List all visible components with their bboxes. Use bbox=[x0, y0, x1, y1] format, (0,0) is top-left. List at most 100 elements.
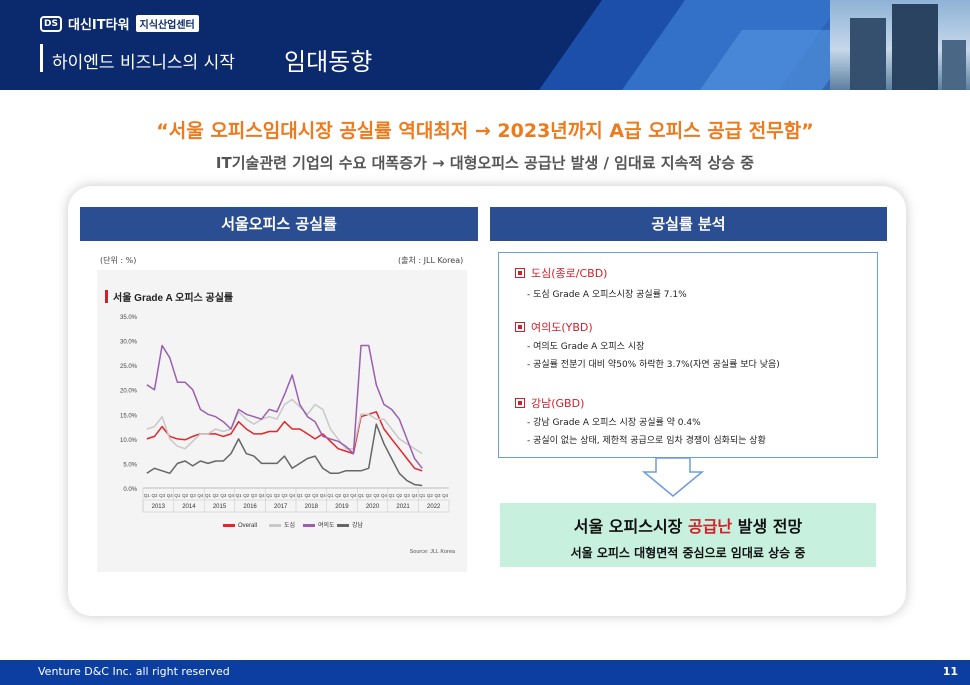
series-line-여의도 bbox=[146, 344, 423, 469]
quarter-label: Q3 bbox=[404, 493, 411, 498]
analysis-title-bar: 공실률 분석 bbox=[490, 207, 887, 241]
legend-label: 도심 bbox=[284, 521, 295, 529]
vacancy-title-bar: 서울오피스 공실률 bbox=[80, 207, 478, 241]
footer: Venture D&C Inc. all right reserved 11 bbox=[0, 660, 970, 685]
checkbox-icon bbox=[515, 268, 525, 278]
y-tick-label: 30.0% bbox=[120, 340, 138, 346]
legend-swatch bbox=[303, 524, 315, 527]
chart-frame: 서울 Grade A 오피스 공실률 0.0% 5.0% 10.0% 15.0% 20.0… bbox=[97, 270, 467, 572]
quarter-label: Q4 bbox=[320, 493, 327, 498]
quarter-label: Q2 bbox=[182, 493, 189, 498]
quarter-label: Q4 bbox=[350, 493, 357, 498]
quarter-label: Q1 bbox=[205, 493, 212, 498]
quarter-label: Q2 bbox=[366, 493, 373, 498]
quarter-label: Q2 bbox=[274, 493, 281, 498]
analysis-line: - 강남 Grade A 오피스 시장 공실률 약 0.4% bbox=[527, 418, 701, 428]
year-label: 2016 bbox=[243, 504, 257, 510]
logo-icon: DS bbox=[40, 15, 62, 32]
page-number: 11 bbox=[942, 665, 958, 678]
section-title: 여의도(YBD) bbox=[531, 321, 593, 334]
y-tick-label: 10.0% bbox=[120, 438, 138, 444]
quarter-label: Q3 bbox=[373, 493, 380, 498]
header-subtitle: 하이엔드 비즈니스의 시작 bbox=[52, 53, 235, 73]
series-line-도심 bbox=[146, 398, 423, 455]
y-tick-label: 0.0% bbox=[123, 487, 137, 493]
copyright: Venture D&C Inc. all right reserved bbox=[38, 665, 230, 678]
analysis-line: - 도심 Grade A 오피스시장 공실률 7.1% bbox=[527, 290, 687, 300]
legend-label: 여의도 bbox=[318, 521, 335, 529]
year-label: 2019 bbox=[335, 504, 349, 510]
y-tick-label: 20.0% bbox=[120, 389, 138, 395]
quarter-label: Q1 bbox=[419, 493, 426, 498]
year-label: 2013 bbox=[152, 504, 166, 510]
chart-unit: (단위 : %) bbox=[100, 256, 137, 265]
logo: DS 대신IT타워 지식산업센터 bbox=[40, 14, 199, 33]
forecast-highlight: 공급난 bbox=[687, 517, 733, 536]
logo-text: 대신IT타워 bbox=[68, 18, 130, 33]
analysis-line: - 여의도 Grade A 오피스 시장 bbox=[527, 342, 645, 352]
year-label: 2014 bbox=[182, 504, 196, 510]
quarter-label: Q1 bbox=[266, 493, 273, 498]
quarter-label: Q4 bbox=[197, 493, 204, 498]
legend-swatch bbox=[337, 524, 349, 527]
quarter-label: Q4 bbox=[442, 493, 449, 498]
subheadline: IT기술관련 기업의 수요 대폭증가 → 대형오피스 공급난 발생 / 임대료 … bbox=[215, 154, 755, 172]
quarter-label: Q2 bbox=[396, 493, 403, 498]
quarter-label: Q2 bbox=[213, 493, 220, 498]
year-label: 2020 bbox=[366, 504, 380, 510]
quarter-label: Q2 bbox=[243, 493, 250, 498]
y-tick-label: 15.0% bbox=[120, 413, 138, 419]
quarter-label: Q4 bbox=[259, 493, 266, 498]
year-band bbox=[142, 499, 450, 513]
forecast-box: 서울 오피스시장 공급난 발생 전망 서울 오피스 대형면적 중심으로 임대료 … bbox=[500, 503, 876, 567]
legend-label: 강남 bbox=[352, 521, 364, 529]
section-cbd: 도심(종로/CBD) bbox=[515, 265, 607, 281]
quarter-label: Q3 bbox=[312, 493, 319, 498]
quarter-label: Q4 bbox=[228, 493, 235, 498]
quarter-label: Q3 bbox=[251, 493, 258, 498]
checkbox-icon bbox=[515, 398, 525, 408]
page-title: 임대동향 bbox=[284, 48, 373, 76]
quarter-label: Q3 bbox=[282, 493, 289, 498]
analysis-line: - 공실률 전분기 대비 약50% 하락한 3.7%(자연 공실률 보다 낮음) bbox=[527, 360, 780, 370]
forecast-headline: 서울 오피스시장 공급난 발생 전망 bbox=[500, 513, 876, 537]
quarter-label: Q3 bbox=[220, 493, 227, 498]
y-tick-label: 25.0% bbox=[120, 364, 138, 370]
quarter-label: Q3 bbox=[159, 493, 166, 498]
quarter-label: Q2 bbox=[151, 493, 158, 498]
analysis-line: - 공실이 없는 상태, 제한적 공급으로 임차 경쟁이 심화되는 상황 bbox=[527, 436, 766, 446]
chart-source-inner: Source: JLL Korea bbox=[410, 549, 456, 555]
year-label: 2015 bbox=[213, 504, 227, 510]
quarter-label: Q1 bbox=[297, 493, 304, 498]
chart-source: (출처 : JLL Korea) bbox=[398, 256, 464, 265]
quarter-label: Q1 bbox=[144, 493, 151, 498]
chart-title-marker bbox=[105, 290, 108, 303]
year-label: 2018 bbox=[305, 504, 319, 510]
down-arrow-icon bbox=[642, 458, 704, 497]
quarter-label: Q2 bbox=[427, 493, 434, 498]
analysis-box: 도심(종로/CBD) - 도심 Grade A 오피스시장 공실률 7.1% 여… bbox=[498, 252, 878, 458]
header: DS 대신IT타워 지식산업센터 하이엔드 비즈니스의 시작 임대동향 bbox=[0, 0, 970, 90]
quarter-label: Q4 bbox=[289, 493, 296, 498]
quarter-label: Q3 bbox=[190, 493, 197, 498]
forecast-text: 서울 오피스시장 bbox=[573, 517, 688, 536]
forecast-text: 발생 전망 bbox=[732, 517, 803, 536]
year-label: 2021 bbox=[396, 504, 410, 510]
quarter-label: Q1 bbox=[327, 493, 334, 498]
quarter-label: Q1 bbox=[236, 493, 243, 498]
quarter-label: Q3 bbox=[435, 493, 442, 498]
y-tick-label: 35.0% bbox=[120, 315, 138, 321]
header-divider bbox=[40, 44, 43, 72]
quarter-label: Q1 bbox=[358, 493, 365, 498]
section-gbd: 강남(GBD) bbox=[515, 395, 584, 411]
vacancy-line-chart: 서울 Grade A 오피스 공실률 0.0% 5.0% 10.0% 15.0% 20.0… bbox=[105, 290, 456, 555]
y-tick-label: 5.0% bbox=[123, 462, 137, 468]
quarter-label: Q3 bbox=[343, 493, 350, 498]
legend-swatch bbox=[223, 524, 235, 527]
chart-title: 서울 Grade A 오피스 공실률 bbox=[113, 291, 233, 304]
quarter-label: Q1 bbox=[174, 493, 181, 498]
building-photo bbox=[830, 0, 970, 90]
headline: “서울 오피스임대시장 공실률 역대최저 → 2023년까지 A급 오피스 공급… bbox=[156, 120, 814, 142]
section-title: 강남(GBD) bbox=[531, 397, 585, 410]
quarter-label: Q4 bbox=[381, 493, 388, 498]
